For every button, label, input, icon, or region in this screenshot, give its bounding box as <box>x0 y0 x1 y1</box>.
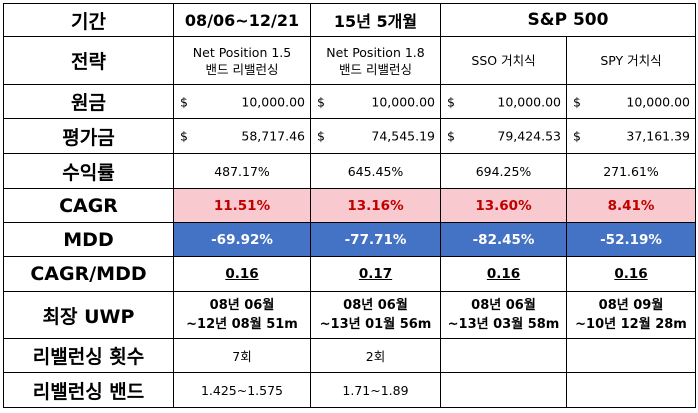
cagr-mdd-label: CAGR/MDD <box>3 256 174 292</box>
strategy-np15: Net Position 1.5 밴드 리밸런싱 <box>173 36 311 85</box>
empty-cell <box>440 372 567 408</box>
cagr-row: CAGR 11.51% 13.16% 13.60% 8.41% <box>3 188 696 223</box>
strategy-spy: SPY 거치식 <box>566 36 696 85</box>
uwp-start: 08년 06월 <box>343 298 408 313</box>
valuation-row: 평가금 $58,717.46 $74,545.19 $79,424.53 $37… <box>3 118 696 154</box>
uwp-end: ~13년 01월 56m <box>319 317 432 332</box>
strategy-comparison-table: 기간 08/06~12/21 15년 5개월 S&P 500 전략 Net Po… <box>3 3 696 408</box>
principal-value: 10,000.00 <box>371 94 435 109</box>
return-value: 487.17% <box>173 153 311 189</box>
principal-value: 10,000.00 <box>626 94 690 109</box>
valuation-cell: $79,424.53 <box>440 118 567 154</box>
valuation-value: 58,717.46 <box>241 128 305 144</box>
valuation-value: 74,545.19 <box>371 128 435 144</box>
strategy-np15-line2: 밴드 리밸런싱 <box>205 61 279 77</box>
cagr-mdd-value: 0.17 <box>310 256 441 292</box>
currency-symbol: $ <box>317 94 325 109</box>
mdd-value: -77.71% <box>310 222 441 257</box>
period-range: 08/06~12/21 <box>173 3 311 37</box>
principal-value: 10,000.00 <box>241 94 305 109</box>
strategy-label: 전략 <box>3 36 174 85</box>
uwp-start: 08년 06월 <box>471 298 536 313</box>
cagr-value: 13.16% <box>310 188 441 223</box>
strategy-np18-line1: Net Position 1.8 <box>326 44 425 60</box>
mdd-value: -69.92% <box>173 222 311 257</box>
benchmark-header: S&P 500 <box>440 3 696 37</box>
rebalance-count-value: 7회 <box>173 338 311 373</box>
cagr-value: 8.41% <box>566 188 696 223</box>
principal-cell: $10,000.00 <box>566 84 696 119</box>
currency-symbol: $ <box>180 128 188 144</box>
return-value: 271.61% <box>566 153 696 189</box>
return-label: 수익률 <box>3 153 174 189</box>
rebalance-band-label: 리밸런싱 밴드 <box>3 372 174 408</box>
uwp-end: ~13년 03월 58m <box>447 317 560 332</box>
rebalance-count-value: 2회 <box>310 338 441 373</box>
uwp-value: 08년 06월 ~12년 08월 51m <box>173 291 311 339</box>
uwp-end: ~10년 12월 28m <box>575 317 687 332</box>
period-row: 기간 08/06~12/21 15년 5개월 S&P 500 <box>3 3 696 37</box>
rebalance-band-row: 리밸런싱 밴드 1.425~1.575 1.71~1.89 <box>3 372 696 408</box>
mdd-value: -52.19% <box>566 222 696 257</box>
strategy-row: 전략 Net Position 1.5 밴드 리밸런싱 Net Position… <box>3 36 696 85</box>
valuation-label: 평가금 <box>3 118 174 154</box>
return-value: 694.25% <box>440 153 567 189</box>
uwp-end: ~12년 08월 51m <box>186 317 298 332</box>
mdd-label: MDD <box>3 222 174 257</box>
rebalance-band-value: 1.71~1.89 <box>310 372 441 408</box>
empty-cell <box>566 372 696 408</box>
uwp-value: 08년 09월 ~10년 12월 28m <box>566 291 696 339</box>
uwp-label: 최장 UWP <box>3 291 174 339</box>
period-label: 기간 <box>3 3 174 37</box>
mdd-row: MDD -69.92% -77.71% -82.45% -52.19% <box>3 222 696 257</box>
strategy-np18: Net Position 1.8 밴드 리밸런싱 <box>310 36 441 85</box>
currency-symbol: $ <box>573 94 581 109</box>
return-value: 645.45% <box>310 153 441 189</box>
valuation-cell: $58,717.46 <box>173 118 311 154</box>
cagr-mdd-row: CAGR/MDD 0.16 0.17 0.16 0.16 <box>3 256 696 292</box>
principal-cell: $10,000.00 <box>310 84 441 119</box>
valuation-value: 37,161.39 <box>626 128 690 144</box>
return-row: 수익률 487.17% 645.45% 694.25% 271.61% <box>3 153 696 189</box>
uwp-value: 08년 06월 ~13년 03월 58m <box>440 291 567 339</box>
cagr-value: 13.60% <box>440 188 567 223</box>
cagr-label: CAGR <box>3 188 174 223</box>
principal-row: 원금 $10,000.00 $10,000.00 $10,000.00 $10,… <box>3 84 696 119</box>
uwp-start: 08년 06월 <box>209 298 275 313</box>
strategy-np18-line2: 밴드 리밸런싱 <box>339 61 412 77</box>
principal-cell: $10,000.00 <box>440 84 567 119</box>
rebalance-count-row: 리밸런싱 횟수 7회 2회 <box>3 338 696 373</box>
principal-cell: $10,000.00 <box>173 84 311 119</box>
uwp-row: 최장 UWP 08년 06월 ~12년 08월 51m 08년 06월 ~13년… <box>3 291 696 339</box>
uwp-value: 08년 06월 ~13년 01월 56m <box>310 291 441 339</box>
empty-cell <box>440 338 567 373</box>
principal-value: 10,000.00 <box>497 94 561 109</box>
strategy-np15-line1: Net Position 1.5 <box>192 44 292 60</box>
period-duration: 15년 5개월 <box>310 3 441 37</box>
valuation-cell: $74,545.19 <box>310 118 441 154</box>
rebalance-band-value: 1.425~1.575 <box>173 372 311 408</box>
valuation-cell: $37,161.39 <box>566 118 696 154</box>
cagr-value: 11.51% <box>173 188 311 223</box>
currency-symbol: $ <box>317 128 325 144</box>
cagr-mdd-value: 0.16 <box>566 256 696 292</box>
currency-symbol: $ <box>573 128 581 144</box>
rebalance-count-label: 리밸런싱 횟수 <box>3 338 174 373</box>
cagr-mdd-value: 0.16 <box>440 256 567 292</box>
currency-symbol: $ <box>447 94 455 109</box>
currency-symbol: $ <box>447 128 455 144</box>
principal-label: 원금 <box>3 84 174 119</box>
strategy-sso: SSO 거치식 <box>440 36 567 85</box>
empty-cell <box>566 338 696 373</box>
mdd-value: -82.45% <box>440 222 567 257</box>
uwp-start: 08년 09월 <box>598 298 664 313</box>
cagr-mdd-value: 0.16 <box>173 256 311 292</box>
valuation-value: 79,424.53 <box>497 128 561 144</box>
currency-symbol: $ <box>180 94 188 109</box>
